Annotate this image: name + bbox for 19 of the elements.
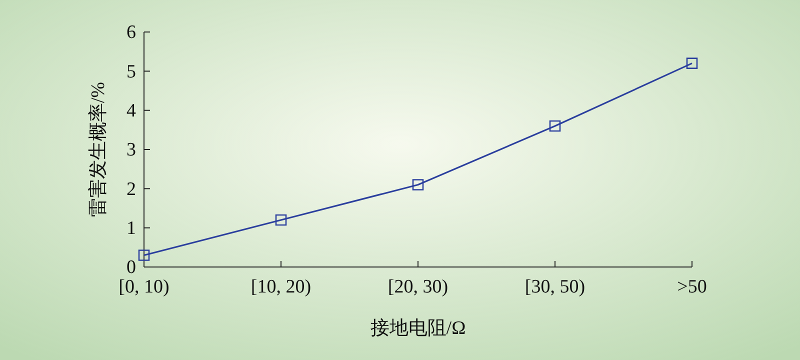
x-tick-label: >50 [677,276,707,298]
y-tick-label: 5 [126,61,136,82]
y-tick-label: 1 [126,218,136,239]
point [686,58,698,69]
y-tick-label: 0 [126,257,136,278]
y-tick-label: 4 [126,100,136,122]
y-tick-label: 3 [126,140,136,161]
x-tick-label: [0, 10) [118,276,170,298]
y-axis-title: 雷害发生概率/% [87,82,109,218]
y-tick-label: 6 [126,22,136,44]
point [138,250,150,261]
point [275,214,287,226]
x-tick-label: [30, 50) [524,276,586,298]
x-tick-label: [20, 30) [388,276,448,298]
x-tick-label: [10, 20) [250,276,312,298]
point [412,179,424,190]
x-axis-title: 接地电阻/Ω [370,318,466,339]
point [549,120,561,132]
y-tick-label: 2 [126,178,136,200]
